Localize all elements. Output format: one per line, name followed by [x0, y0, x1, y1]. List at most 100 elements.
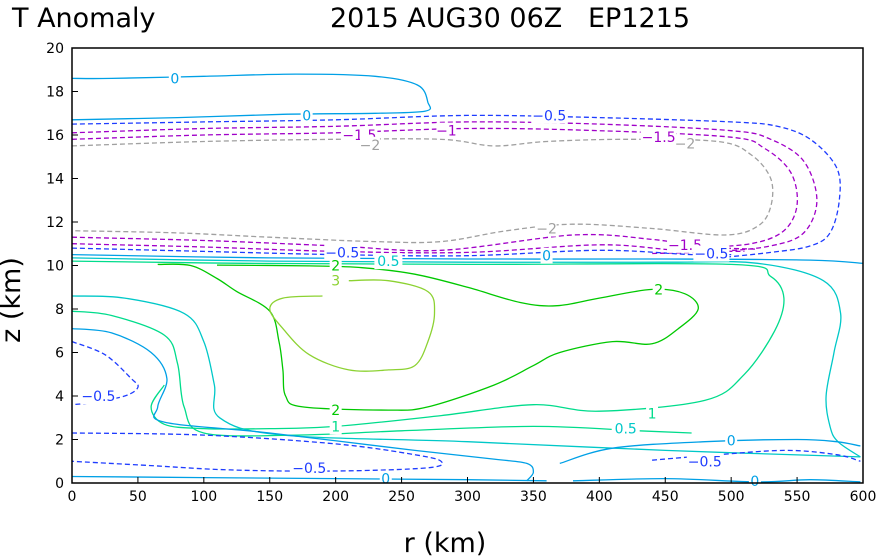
plot-area: 00 −0.5−1−1.5 −1.5−2 −2−2−1.5−0.5 −0.500.523…	[71, 70, 864, 490]
contour-line-level-1	[71, 260, 785, 430]
y-tick-label: 2	[55, 433, 64, 449]
contour-line-level-3	[269, 279, 436, 372]
contour-label: −0.5	[694, 247, 728, 263]
contour-line-level--0.5	[71, 114, 841, 259]
contour-label: 0	[750, 474, 759, 490]
contour-line-level--0.5	[71, 432, 444, 472]
y-tick-label: 14	[46, 172, 64, 188]
contour-label: 0.5	[377, 254, 399, 270]
contour-line-level-0	[71, 253, 864, 264]
contour-labels: 00 −0.5−1−1.5 −1.5−2 −2−2−1.5−0.5 −0.500.523…	[80, 70, 761, 490]
contour-line-level--1	[71, 243, 745, 254]
contour-line-level-0.5	[71, 257, 861, 458]
contour-label-background	[168, 70, 181, 87]
contour-label: 2	[331, 259, 340, 275]
contour-line-level--0.5	[71, 247, 732, 257]
contour-label-background	[652, 281, 665, 298]
contour-label-background	[693, 245, 730, 262]
contour-label-background	[374, 253, 403, 270]
y-tick-label: 20	[46, 41, 64, 57]
contour-line-level--2	[71, 138, 774, 244]
contour-label: −0.5	[688, 454, 722, 470]
contour-label: −2	[360, 138, 381, 154]
contour-label-background	[300, 107, 313, 124]
contour-label: 2	[331, 403, 340, 419]
x-tick-label: 50	[129, 489, 147, 505]
contour-label: −0.5	[325, 245, 359, 261]
contour-line-level-0	[559, 438, 861, 465]
y-tick-label: 12	[46, 215, 64, 231]
contour-line-level--1	[71, 121, 818, 255]
contour-label: −1.5	[642, 130, 676, 146]
contour-line-level-2	[157, 263, 699, 411]
contour-label-background	[675, 135, 696, 152]
contour-label-background	[291, 459, 328, 476]
contour-label-background	[640, 129, 677, 146]
y-tick-label: 8	[55, 302, 64, 318]
x-tick-label: 500	[718, 489, 745, 505]
x-axis-ticks: 0 50 100 150 200 250 300 350 400 450 500 550 600	[68, 477, 877, 505]
x-tick-label: 150	[256, 489, 283, 505]
x-tick-label: 250	[388, 489, 415, 505]
y-tick-label: 0	[55, 476, 64, 492]
contour-label-background	[531, 107, 568, 124]
contour-label-background	[359, 136, 380, 153]
contour-label: 0	[302, 108, 311, 124]
x-tick-label: 300	[454, 489, 481, 505]
x-tick-label: 0	[68, 489, 77, 505]
contour-label: 0	[170, 71, 179, 87]
contour-label: −0.5	[532, 108, 566, 124]
contour-lines	[71, 73, 864, 483]
y-axis-ticks: 0 2 4 6 8 10 12 14 16 18 20	[46, 41, 78, 492]
contour-label: 2	[654, 282, 663, 298]
contour-label-background	[536, 220, 557, 237]
contour-label-background	[436, 122, 457, 139]
contour-label-background	[329, 257, 342, 274]
x-tick-label: 200	[322, 489, 349, 505]
y-tick-label: 18	[46, 85, 64, 101]
x-tick-label: 450	[652, 489, 679, 505]
x-tick-label: 100	[190, 489, 217, 505]
contour-line-level-1	[71, 310, 692, 437]
contour-line-level-0	[71, 327, 535, 482]
x-tick-label: 600	[850, 489, 877, 505]
y-axis-label: z (km)	[0, 257, 27, 343]
y-tick-label: 4	[55, 389, 64, 405]
contour-label-background	[329, 418, 342, 435]
contour-label: 3	[331, 274, 340, 290]
x-axis-label: r (km)	[404, 528, 487, 559]
y-tick-label: 10	[46, 259, 64, 275]
contour-label-background	[611, 420, 640, 437]
contour-label-background	[540, 247, 553, 264]
chart-title-left: T Anomaly	[11, 3, 156, 34]
contour-line-level-0	[71, 73, 432, 121]
contour-label: 1	[648, 406, 657, 422]
contour-label-background	[646, 405, 659, 422]
x-tick-label: 350	[520, 489, 547, 505]
contour-label: −1	[436, 124, 457, 140]
contour-line-level--1.5	[71, 233, 758, 252]
contour-label: 0	[542, 249, 551, 265]
contour-label-background	[80, 388, 117, 404]
chart-title-right: 2015 AUG30 06Z EP1215	[330, 3, 690, 34]
contour-label: −0.5	[292, 461, 326, 477]
y-tick-label: 6	[55, 346, 64, 362]
contour-label: 0	[727, 434, 736, 450]
x-tick-label: 400	[586, 489, 613, 505]
contour-label: −0.5	[81, 389, 115, 405]
contour-label: −2	[536, 222, 557, 238]
contour-line-level-0	[71, 475, 547, 482]
contour-label-background	[725, 432, 738, 449]
contour-label: −2	[675, 137, 696, 153]
contour-label: 0	[381, 472, 390, 488]
y-tick-label: 16	[46, 128, 64, 144]
contour-label-background	[324, 244, 361, 261]
contour-line-level-0	[572, 477, 861, 483]
contour-line-level-0.5	[71, 295, 861, 458]
contour-label-background	[748, 472, 761, 489]
contour-label-background	[329, 402, 342, 419]
contour-label: 0.5	[615, 422, 637, 438]
x-tick-label: 550	[784, 489, 811, 505]
contour-label-background	[686, 453, 723, 470]
